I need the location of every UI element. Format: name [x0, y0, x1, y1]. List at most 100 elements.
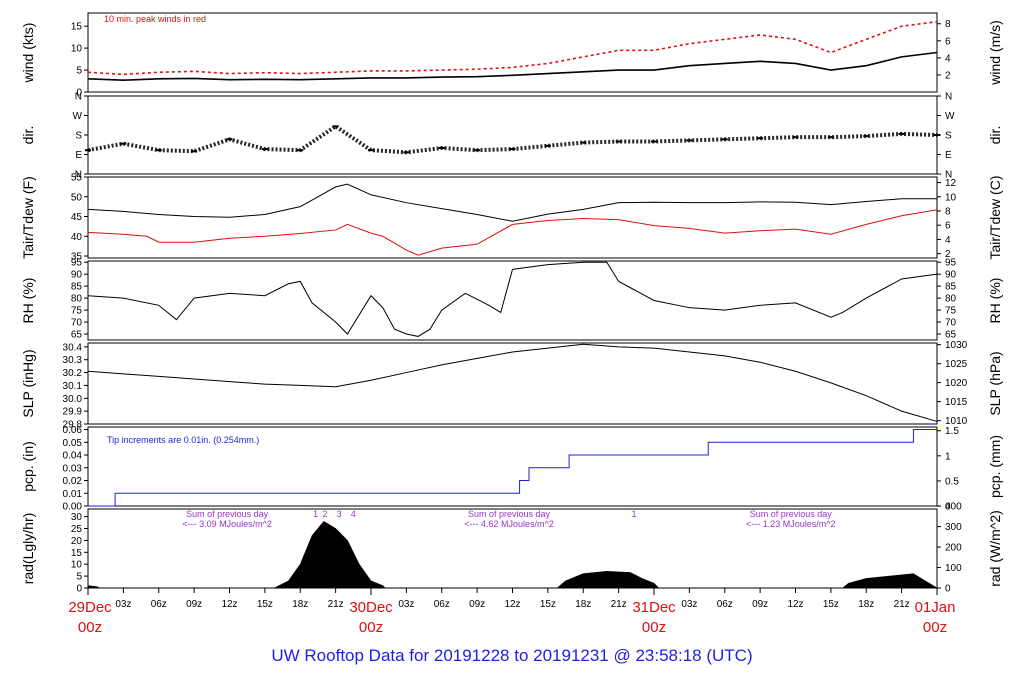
y2-tick-label-rad: 0: [945, 584, 951, 595]
y-tick-label-rh: 90: [71, 270, 83, 281]
y-tick-label-rh: 80: [71, 294, 83, 305]
y2-tick-label-slp: 1030: [945, 340, 968, 351]
chart-title: UW Rooftop Data for 20191228 to 20191231…: [271, 646, 753, 665]
panel-frame-pcp: [87, 426, 938, 507]
y-tick-label-rad: 25: [71, 524, 83, 535]
y2-tick-label-rh: 90: [945, 270, 957, 281]
y-tick-label-pcp: 0.04: [63, 451, 83, 462]
y2-tick-label-wind: 2: [945, 70, 951, 81]
y-tick-label-rad: 15: [71, 548, 83, 559]
y-axis-label-rad: rad(Lgly/hr): [20, 513, 36, 585]
annotation-rad: Sum of previous day: [750, 509, 833, 519]
y2-tick-label-rh: 70: [945, 318, 957, 329]
y2-axis-label-rad: rad (W/m^2): [987, 510, 1003, 587]
panel-frame-temp: [87, 176, 938, 259]
y2-axis-label-temp: Tair/Tdew (C): [987, 175, 1003, 259]
y2-tick-label-pcp: 0.5: [945, 476, 959, 487]
y-tick-label-dir: S: [75, 131, 82, 142]
point-dir: [827, 136, 834, 139]
y2-tick-label-rh: 75: [945, 306, 957, 317]
x-tick-label: 15z: [823, 599, 839, 610]
marker-rad: 4: [351, 509, 356, 519]
y2-tick-label-rh: 80: [945, 294, 957, 305]
annotation-rad: <--- 1.23 MJoules/m^2: [746, 519, 836, 529]
y-tick-label-dir: N: [75, 92, 82, 103]
x-tick-label: 21z: [328, 599, 344, 610]
y2-tick-label-slp: 1020: [945, 378, 968, 389]
y-tick-label-slp: 30.3: [63, 355, 83, 366]
y2-tick-label-rh: 85: [945, 282, 957, 293]
y-tick-label-rh: 95: [71, 258, 83, 269]
x-tick-label: 12z: [504, 599, 520, 610]
point-dir: [544, 144, 551, 147]
y-tick-label-wind: 10: [71, 44, 83, 55]
y-tick-label-pcp: 0.01: [63, 489, 83, 500]
y2-tick-label-dir: S: [945, 131, 952, 142]
x-day-time-label: 00z: [923, 619, 947, 636]
x-tick-label: 06z: [151, 599, 167, 610]
panel-frame-dir: [87, 95, 938, 175]
y2-tick-label-temp: 8: [945, 206, 951, 217]
x-tick-label: 06z: [717, 599, 733, 610]
point-dir: [863, 135, 870, 138]
y-tick-label-rh: 85: [71, 282, 83, 293]
x-tick-label: 15z: [540, 599, 556, 610]
y2-tick-label-dir: E: [945, 150, 952, 161]
y-tick-label-temp: 35: [71, 252, 83, 263]
y2-tick-label-rh: 95: [945, 258, 957, 269]
series-temp-tair: [87, 183, 937, 222]
y2-tick-label-pcp: 1.5: [945, 426, 959, 437]
y-tick-label-wind: 5: [76, 66, 82, 77]
y2-tick-label-temp: 10: [945, 192, 957, 203]
x-day-label: 29Dec: [68, 599, 112, 616]
y2-axis-label-wind: wind (m/s): [987, 20, 1003, 86]
annotation-rad: <--- 4.62 MJoules/m^2: [464, 519, 554, 529]
annotation-rad: Sum of previous day: [468, 509, 551, 519]
annotation-pcp: Tip increments are 0.01in. (0.254mm.): [107, 435, 259, 445]
y2-tick-label-wind: 4: [945, 53, 951, 64]
y2-axis-label-pcp: pcp. (mm): [987, 435, 1003, 498]
x-day-time-label: 00z: [642, 619, 666, 636]
y2-axis-label-dir: dir.: [987, 126, 1003, 145]
y-tick-label-rad: 0: [76, 584, 82, 595]
marker-rad: 1: [313, 509, 318, 519]
y2-tick-label-slp: 1010: [945, 416, 968, 427]
y2-tick-label-wind: 6: [945, 36, 951, 47]
y2-tick-label-dir: W: [945, 111, 955, 122]
point-dir: [191, 150, 198, 153]
series-wind-peak: [87, 20, 938, 76]
panel-frame-wind: [87, 12, 938, 93]
panel-frame-rh: [87, 260, 938, 341]
y-tick-label-rad: 5: [76, 572, 82, 583]
y-tick-label-wind: 15: [71, 22, 83, 33]
annotation-rad: <--- 3.09 MJoules/m^2: [182, 519, 272, 529]
y-tick-label-slp: 29.9: [63, 407, 83, 418]
marker-rad: 3: [337, 509, 342, 519]
y-tick-label-temp: 55: [71, 173, 83, 184]
point-dir: [120, 142, 127, 145]
y-tick-label-temp: 50: [71, 192, 83, 203]
y2-tick-label-slp: 1015: [945, 397, 968, 408]
series-wind-wind: [87, 51, 938, 81]
y2-tick-label-pcp: 0: [945, 502, 951, 513]
x-day-time-label: 00z: [359, 619, 383, 636]
marker-rad: 1: [631, 509, 636, 519]
point-dir: [155, 149, 162, 152]
x-tick-label: 21z: [611, 599, 627, 610]
y-tick-label-temp: 45: [71, 212, 83, 223]
x-tick-label: 03z: [398, 599, 414, 610]
annotation-rad: Sum of previous day: [186, 509, 269, 519]
y2-tick-label-temp: 12: [945, 178, 957, 189]
y2-axis-label-slp: SLP (hPa): [987, 351, 1003, 415]
y-tick-label-dir: N: [75, 170, 82, 181]
x-day-label: 31Dec: [632, 599, 676, 616]
x-tick-label: 03z: [115, 599, 131, 610]
y-tick-label-rh: 65: [71, 330, 83, 341]
y-tick-label-pcp: 0.00: [63, 502, 83, 513]
y-tick-label-rad: 10: [71, 560, 83, 571]
series-slp-slp: [87, 343, 938, 422]
y-tick-label-slp: 30.4: [63, 342, 83, 353]
point-dir: [615, 140, 622, 143]
y2-tick-label-temp: 2: [945, 249, 951, 260]
